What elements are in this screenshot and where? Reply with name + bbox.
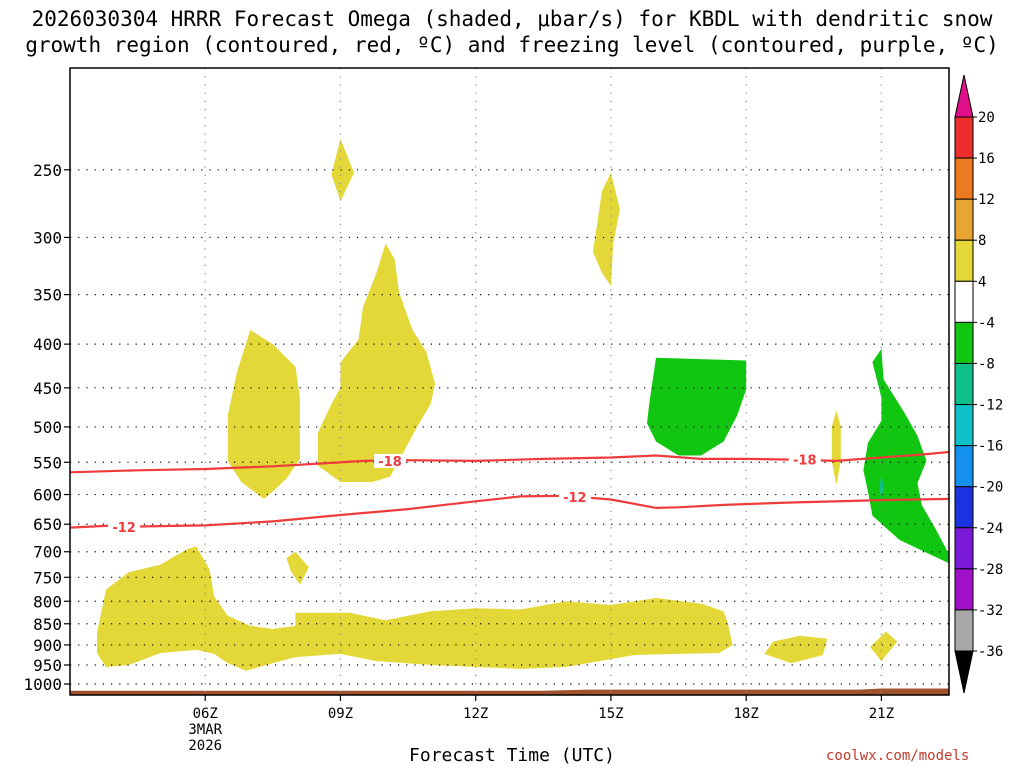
y-tick-label-1000: 1000 <box>23 675 62 694</box>
colorbar-label-20: 20 <box>978 110 995 126</box>
title-line-1: 2026030304 HRRR Forecast Omega (shaded, … <box>31 7 993 31</box>
colorbar-band-16-20 <box>954 116 974 159</box>
y-tick-label-900: 900 <box>33 636 62 655</box>
colorbar-label--16: -16 <box>978 439 1003 455</box>
isotherm-minus-18-label-bg-1 <box>788 452 821 467</box>
isotherm-minus-12-label-bg-1 <box>558 490 591 505</box>
omega-minus-8-12-neg-21z-spot <box>879 475 884 500</box>
y-tick-label-850: 850 <box>33 615 62 634</box>
x-tick-label-21Z: 21Z <box>869 706 894 722</box>
colorbar-label-12: 12 <box>978 192 995 208</box>
colorbar-band--8--4 <box>954 321 974 364</box>
y-tick-label-700: 700 <box>33 543 62 562</box>
omega-4-8-pos-21z-blob <box>870 631 898 662</box>
colorbar-band--20--16 <box>954 445 974 488</box>
colorbar-band--12--8 <box>954 362 974 406</box>
y-tick-label-500: 500 <box>33 418 62 437</box>
x-tick-label-12Z: 12Z <box>463 706 488 722</box>
terrain-fill <box>70 688 949 695</box>
colorbar-label-8: 8 <box>978 233 986 249</box>
axes: 250 300 350 400 450 500 550 600 650 700 750 800 850 9… <box>23 67 950 754</box>
title-line-2: growth region (contoured, red, ºC) and f… <box>25 33 999 57</box>
x-tick-label-09Z: 09Z <box>328 706 353 722</box>
y-tick-label-550: 550 <box>33 453 62 472</box>
colorbar-label--4: -4 <box>978 315 995 331</box>
y-tick-label-250: 250 <box>33 161 62 180</box>
omega-4-8-pos-07z-column <box>227 330 300 499</box>
omega-4-8-pos-top-09z <box>331 138 354 202</box>
omega-4-8-pos-10z-column <box>317 243 436 482</box>
isotherm-minus-18-label-0: -18 <box>378 455 402 470</box>
credit-text: coolwx.com/models <box>826 748 970 764</box>
x-tick-label-18Z: 18Z <box>734 706 759 722</box>
y-tick-label-800: 800 <box>33 592 62 611</box>
colorbar-band--16--12 <box>954 404 974 447</box>
isotherm-minus-12-line <box>70 494 949 529</box>
x-tick-date: 3MAR <box>188 722 222 738</box>
plot-area: -18 -18 -12 -12 <box>70 68 949 695</box>
colorbar-label--32: -32 <box>978 603 1003 619</box>
omega-4-8-pos-upper-15z <box>592 172 620 286</box>
omega-4-8-pos-08z-blob <box>286 551 309 585</box>
colorbar: 20 16 12 8 4 -4 -8 -12 -16 -20 -24 -28 -32 -36 <box>954 74 1003 694</box>
colorbar-band-8-12 <box>954 198 974 241</box>
isotherm-minus-18-line <box>70 450 949 474</box>
colorbar-band--36--32 <box>954 609 974 652</box>
colorbar-bottom-arrow <box>954 650 974 694</box>
colorbar-band--4-4 <box>954 280 974 323</box>
x-tick-year: 2026 <box>188 738 222 754</box>
x-tick-label-06Z: 06Z <box>193 706 218 722</box>
colorbar-label--12: -12 <box>978 398 1003 414</box>
plot-inner: -18 -18 -12 -12 <box>70 68 949 695</box>
colorbar-band--28--24 <box>954 527 974 570</box>
isotherm-minus-12-label-bg-0 <box>108 520 141 535</box>
x-axis-label: Forecast Time (UTC) <box>409 745 615 766</box>
colorbar-label-16: 16 <box>978 151 995 167</box>
omega-4-8-pos-19z-blob <box>764 635 828 664</box>
colorbar-label--24: -24 <box>978 521 1003 537</box>
colorbar-band--32--28 <box>954 568 974 611</box>
y-tick-label-350: 350 <box>33 286 62 305</box>
omega-4-8-pos-20z-sliver <box>831 410 841 486</box>
y-tick-label-750: 750 <box>33 568 62 587</box>
omega-minus-4-8-neg-16z-17z <box>647 357 747 456</box>
chart-title: 2026030304 HRRR Forecast Omega (shaded, … <box>0 6 1024 58</box>
y-tick-label-450: 450 <box>33 379 62 398</box>
y-tick-label-400: 400 <box>33 335 62 354</box>
colorbar-top-arrow <box>954 74 974 118</box>
isotherm-minus-12-label-1: -12 <box>563 491 587 506</box>
colorbar-label--8: -8 <box>978 356 995 372</box>
y-tick-label-300: 300 <box>33 228 62 247</box>
colorbar-band--24--20 <box>954 486 974 529</box>
colorbar-band-4-8 <box>954 239 974 282</box>
x-tick-label-15Z: 15Z <box>598 706 623 722</box>
y-tick-label-650: 650 <box>33 515 62 534</box>
colorbar-band-12-16 <box>954 157 974 200</box>
isotherm-minus-12-label-0: -12 <box>112 521 136 536</box>
omega-4-8-pos-low-level-band <box>97 546 733 671</box>
colorbar-label-4: 4 <box>978 274 986 290</box>
isotherm-minus-18-label-1: -18 <box>793 454 817 469</box>
y-tick-label-950: 950 <box>33 656 62 675</box>
plot-frame <box>69 67 950 696</box>
colorbar-label--28: -28 <box>978 562 1003 578</box>
colorbar-label--36: -36 <box>978 644 1003 660</box>
isotherm-minus-18-label-bg-0 <box>374 453 407 468</box>
colorbar-label--20: -20 <box>978 480 1003 496</box>
y-tick-label-600: 600 <box>33 486 62 505</box>
